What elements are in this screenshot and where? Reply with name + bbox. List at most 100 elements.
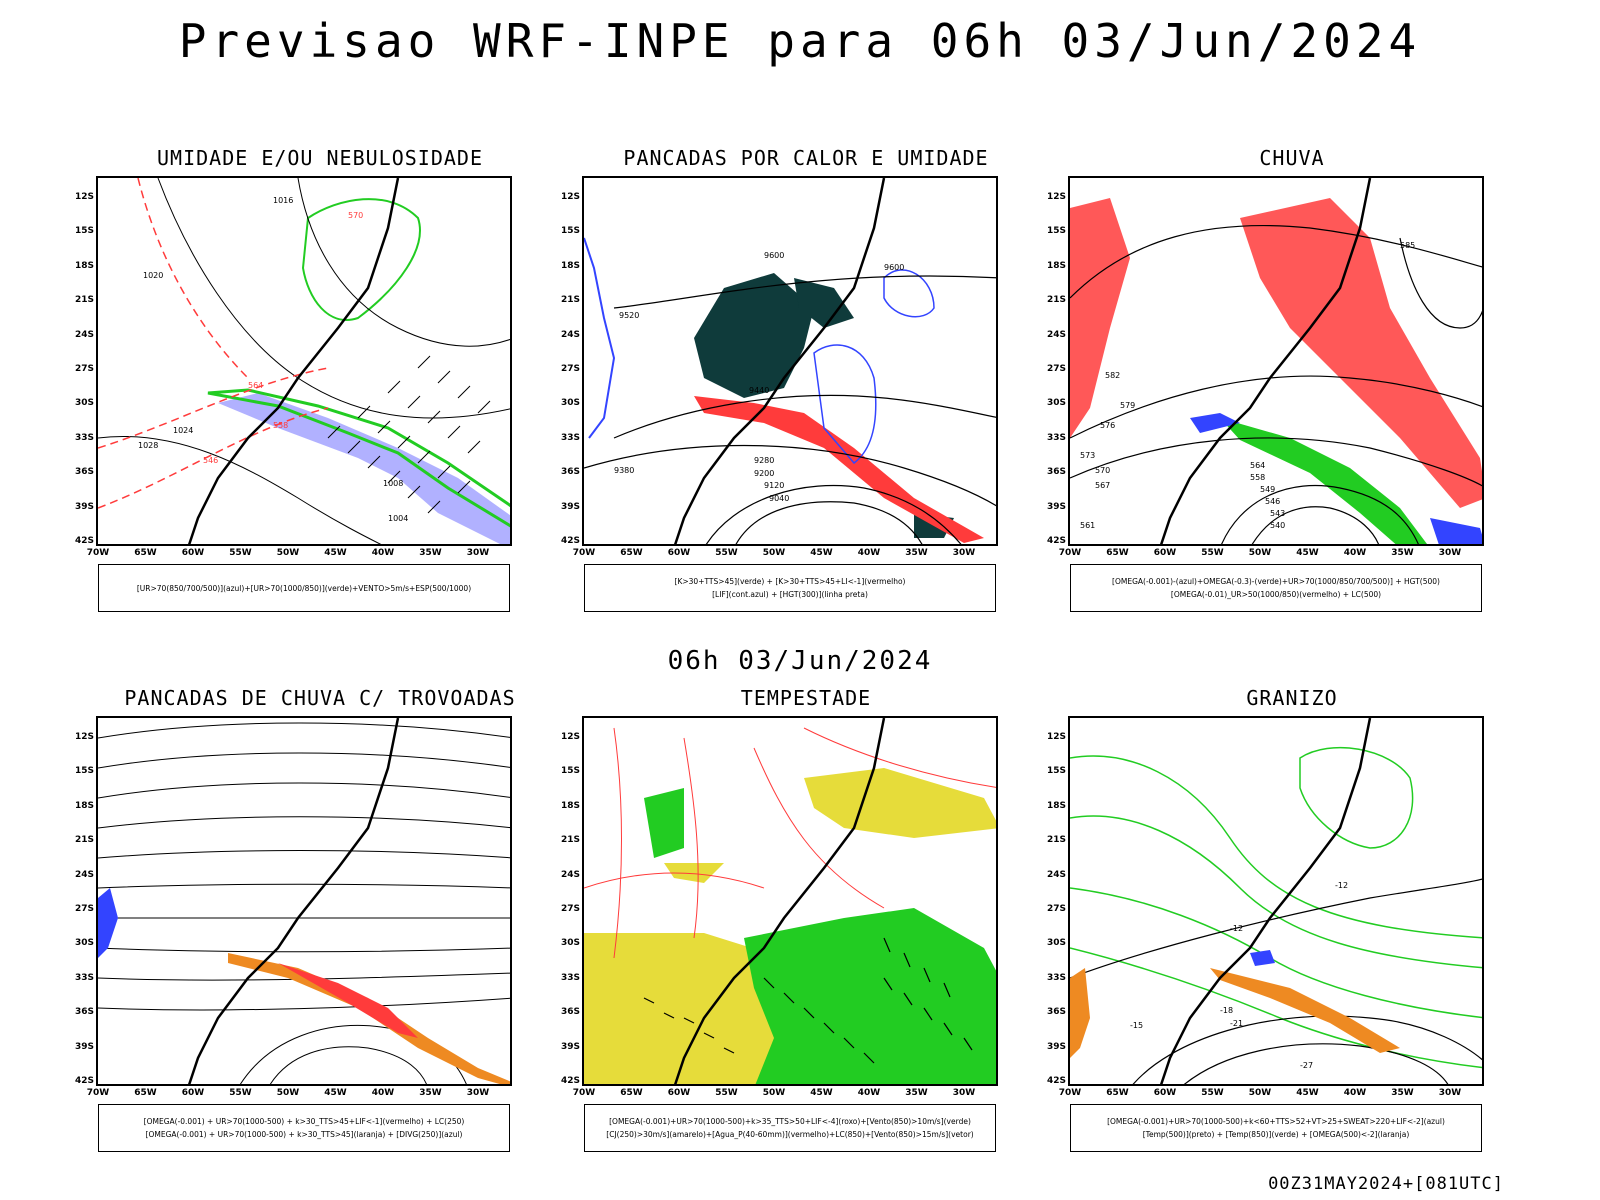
lon-tick-label: 50W: [1248, 548, 1272, 558]
page-title: Previsao WRF-INPE para 06h 03/Jun/2024: [178, 14, 1422, 68]
lat-tick-label: 27S: [560, 904, 580, 914]
lon-tick-label: 40W: [1343, 1088, 1367, 1098]
lon-tick-label: 35W: [905, 1088, 928, 1098]
lat-tick-label: 30S: [560, 398, 580, 409]
blue-rain-area: [1430, 518, 1482, 544]
red-rain-area: [1240, 198, 1482, 508]
map-tempestade-svg: [584, 718, 996, 1084]
lon-tick-label: 50W: [1248, 1088, 1272, 1098]
lat-tick-label: 15S: [1046, 226, 1066, 237]
map-chuva: 582 579 576 573 570 567 564 561 558 549 …: [1068, 176, 1484, 546]
lat-tick-label: 39S: [74, 501, 94, 512]
contour-label: 558: [1250, 473, 1265, 482]
lat-tick-label: 36S: [560, 467, 580, 478]
map-pancadas-trovoadas: [96, 716, 512, 1086]
coastline: [188, 718, 400, 1084]
lon-tick-label: 55W: [1201, 1088, 1224, 1098]
panel-title: TEMPESTADE: [740, 686, 872, 710]
panel-pancadas-calor: PANCADAS POR CALOR E UMIDADE 9600 9520 9…: [556, 146, 1056, 636]
map-granizo: -12 -12 -15 -18 -21 -27: [1068, 716, 1484, 1086]
red-streamline: [683, 737, 699, 939]
map-pancadas-calor: 9600 9520 9440 9380 9280 9200 9120 9040 …: [582, 176, 998, 546]
lon-tick-label: 70W: [1058, 1088, 1082, 1098]
lat-tick-label: 18S: [560, 260, 580, 271]
lat-tick-label: 24S: [1046, 869, 1066, 880]
lon-tick-label: 45W: [324, 548, 347, 558]
hgt300-contour: [613, 275, 996, 309]
lon-tick-label: 40W: [1343, 548, 1367, 558]
hgt300-contour: [584, 444, 996, 507]
lon-tick-label: 60W: [1153, 1088, 1177, 1098]
lon-tick-label: 65W: [620, 1088, 643, 1098]
contour-label: 9440: [749, 386, 769, 395]
contour-label: 558: [273, 421, 288, 430]
contour-label: -21: [1230, 1019, 1243, 1028]
green-wind-area: [644, 788, 684, 858]
lat-tick-label: 42S: [560, 536, 580, 546]
lat-tick-label: 30S: [74, 938, 94, 949]
panel-chuva: CHUVA 582 579 576 573 570 567 564 561 55…: [1042, 146, 1542, 636]
lat-tick-label: 21S: [74, 295, 94, 306]
lon-tick-label: 50W: [276, 548, 300, 558]
contour-label: 1008: [383, 479, 403, 488]
panel-title: PANCADAS DE CHUVA C/ TROVOADAS: [124, 686, 516, 710]
temp850-contour: [1070, 755, 1482, 939]
lon-tick-label: 65W: [1106, 548, 1129, 558]
streamline: [98, 997, 510, 1011]
blue-rain-area: [1190, 413, 1240, 433]
red-convective-area: [278, 963, 418, 1038]
lon-tick-label: 60W: [1153, 548, 1177, 558]
lon-tick-label: 30W: [466, 548, 490, 558]
lon-tick-label: 45W: [810, 1088, 833, 1098]
lon-tick-label: 40W: [371, 1088, 395, 1098]
lat-tick-label: 24S: [74, 329, 94, 340]
streamline: [98, 752, 510, 769]
streamline: [270, 1046, 427, 1084]
orange-convective-area: [228, 953, 510, 1084]
contour-label: 9120: [764, 481, 784, 490]
lon-tick-label: 35W: [419, 548, 442, 558]
lat-tick-label: 39S: [560, 501, 580, 512]
green-wind-area: [744, 908, 996, 1084]
contour-label: 1016: [273, 196, 293, 205]
contour-label: 564: [1250, 461, 1265, 470]
forecast-time-subtitle: 06h 03/Jun/2024: [667, 646, 933, 676]
lon-tick-label: 60W: [181, 1088, 205, 1098]
lat-tick-label: 30S: [560, 938, 580, 949]
lon-tick-label: 65W: [1106, 1088, 1129, 1098]
streamline: [98, 782, 510, 799]
teal-convective-area: [694, 273, 814, 398]
temp500-contour: [1184, 1043, 1449, 1084]
lat-tick-label: 15S: [560, 226, 580, 237]
lon-tick-label: 40W: [371, 548, 395, 558]
green-rain-area: [1220, 418, 1427, 544]
contour-label: 546: [1265, 497, 1280, 506]
lat-tick-label: 15S: [74, 226, 94, 237]
lon-tick-label: 50W: [762, 548, 786, 558]
contour-label: 9040: [769, 494, 789, 503]
contour-label: 579: [1120, 401, 1135, 410]
contour-label: 543: [1270, 509, 1285, 518]
orange-omega-area: [1070, 968, 1090, 1058]
lat-tick-label: 21S: [74, 835, 94, 846]
lat-tick-label: 18S: [74, 800, 94, 811]
lon-tick-label: 70W: [1058, 548, 1082, 558]
lon-tick-label: 35W: [1391, 548, 1414, 558]
panel-title: UMIDADE E/OU NEBULOSIDADE: [156, 146, 484, 170]
thickness-line: [98, 367, 329, 449]
lon-tick-label: 50W: [762, 1088, 786, 1098]
map-pancadas-calor-svg: 9600 9520 9440 9380 9280 9200 9120 9040 …: [584, 178, 996, 544]
legend-line: [Temp(500)](preto) + [Temp(850)](verde) …: [1142, 1130, 1410, 1139]
contour-label: -27: [1300, 1061, 1313, 1070]
lat-tick-label: 21S: [1046, 295, 1066, 306]
legend-line: [OMEGA(-0.01)_UR>50(1000/850)(vermelho) …: [1170, 590, 1382, 599]
legend-line: [OMEGA(-0.001) + UR>70(1000-500) + k>30_…: [143, 1117, 465, 1126]
wind-vectors: [643, 937, 973, 1064]
lat-tick-label: 18S: [1046, 260, 1066, 271]
lat-tick-label: 15S: [560, 766, 580, 777]
contour-label: 549: [1260, 485, 1275, 494]
thickness-line: [98, 407, 329, 509]
lat-tick-label: 42S: [1046, 536, 1066, 546]
contour-label: 564: [248, 381, 263, 390]
lat-tick-label: 42S: [74, 1076, 94, 1086]
